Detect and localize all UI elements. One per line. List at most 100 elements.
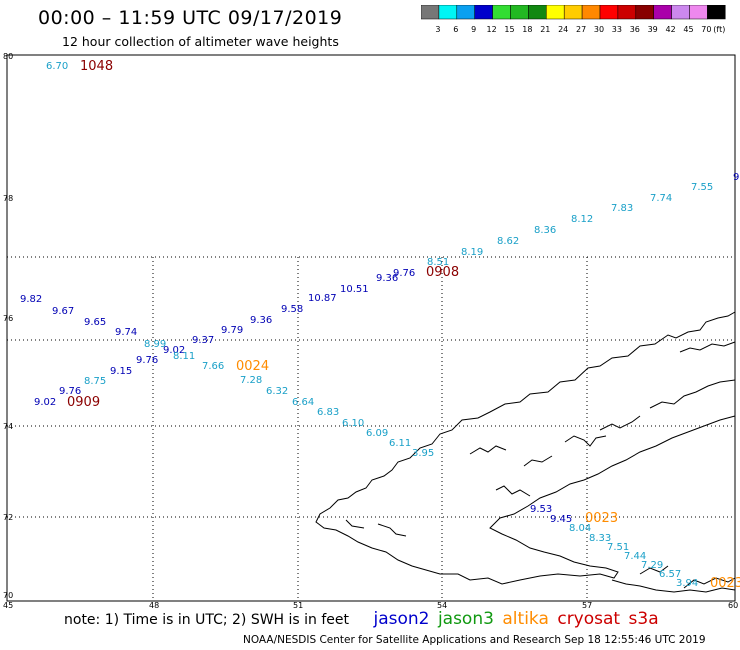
observation-value: 7.44	[624, 551, 646, 562]
legend-satellite: jason2	[373, 609, 430, 629]
time-label: 1048	[80, 59, 113, 74]
x-axis-labels: 45 48 51 54 57 60	[3, 601, 738, 610]
wave-height-colorbar: 3 6 9 12 15 18 21 24 27 30 33 36 39 42 45 70 (ft)	[421, 5, 726, 34]
time-label: 0908	[426, 265, 459, 280]
credit-line: NOAA/NESDIS Center for Satellite Applica…	[243, 634, 706, 646]
observation-value: 8.36	[534, 225, 556, 236]
observation-value: 7.51	[607, 542, 629, 553]
y-tick-label: 80	[3, 52, 13, 61]
observation-value: 9.36	[376, 273, 398, 284]
observation-value: 6.10	[342, 418, 364, 429]
observation-value: 9.67	[52, 306, 74, 317]
observation-value: 9.65	[84, 317, 106, 328]
legend-satellite: altika	[502, 609, 549, 629]
legend-row: note: 1) Time is in UTC; 2) SWH is in fe…	[64, 609, 659, 629]
observation-value: 9.45	[550, 514, 572, 525]
observation-value: 8.99	[144, 339, 166, 350]
observation-value: 3.94	[676, 578, 698, 589]
legend-note: note: 1) Time is in UTC; 2) SWH is in fe…	[64, 612, 350, 628]
colorbar-label: 42	[666, 25, 676, 34]
y-tick-label: 76	[3, 314, 13, 323]
colorbar-label: 36	[630, 25, 640, 34]
time-label: 0909	[67, 395, 100, 410]
coastline	[315, 311, 736, 593]
observation-value: 9.15	[110, 366, 132, 377]
observation-value: 9.37	[192, 335, 214, 346]
x-tick-label: 60	[728, 601, 738, 610]
observation-value: 9.79	[221, 325, 243, 336]
observation-value: 6.32	[266, 386, 288, 397]
observation-value: 9.74	[115, 327, 137, 338]
colorbar-label: 6	[453, 25, 458, 34]
observation-value: 8.11	[173, 351, 195, 362]
colorbar-swatch	[707, 5, 726, 20]
observation-value: 6.57	[659, 569, 681, 580]
observation-value: 9.53	[530, 504, 552, 515]
y-tick-label: 74	[3, 422, 13, 431]
observation-value: 6.09	[366, 428, 388, 439]
colorbar-label: (ft)	[713, 25, 725, 34]
colorbar-label: 39	[648, 25, 658, 34]
y-tick-label: 78	[3, 194, 13, 203]
x-tick-label: 51	[293, 601, 303, 610]
observation-value: 6.64	[292, 397, 314, 408]
observation-value: 9.58	[281, 304, 303, 315]
legend-satellite: cryosat	[557, 609, 621, 629]
observation-value: 8.33	[589, 533, 611, 544]
observation-value: 8.75	[84, 376, 106, 387]
observation-value: 9	[733, 172, 739, 183]
observation-value: 8.51	[427, 257, 449, 268]
observation-value: 6.83	[317, 407, 339, 418]
legend-satellite: s3a	[628, 609, 659, 629]
time-label: 0023	[710, 576, 740, 591]
y-tick-label: 72	[3, 513, 13, 522]
time-label: 0023	[585, 511, 618, 526]
observation-value: 9.36	[250, 315, 272, 326]
observation-value: 8.04	[569, 523, 591, 534]
observation-value: 7.29	[641, 560, 663, 571]
observation-value: 6.11	[389, 438, 411, 449]
colorbar-label: 70	[701, 25, 711, 34]
observation-value: 9.76	[59, 386, 81, 397]
observation-value: 7.83	[611, 203, 633, 214]
observation-value: 8.12	[571, 214, 593, 225]
y-axis-labels: 80 78 76 74 72 70	[3, 52, 13, 600]
graticule	[7, 256, 735, 601]
x-tick-label: 54	[437, 601, 447, 610]
colorbar-label: 18	[522, 25, 532, 34]
map-subtitle: 12 hour collection of altimeter wave hei…	[62, 34, 339, 49]
observation-value: 8.62	[497, 236, 519, 247]
observation-value: 7.28	[240, 375, 262, 386]
time-label: 0024	[236, 359, 269, 374]
observation-value: 9.76	[136, 355, 158, 366]
colorbar-label: 24	[558, 25, 568, 34]
colorbar-label: 9	[471, 25, 476, 34]
observation-value: 6.70	[46, 61, 68, 72]
observation-value: 9.76	[393, 268, 415, 279]
colorbar-label: 3	[435, 25, 440, 34]
colorbar-label: 45	[683, 25, 693, 34]
observation-values: 6.70 9.82 9.67 9.65 9.74 8.99 9.02 8.11 …	[20, 61, 739, 589]
time-labels: 1048 0909 0908 0024 0023 0023	[67, 59, 740, 591]
map-title: 00:00 – 11:59 UTC 09/17/2019	[38, 7, 343, 29]
observation-value: 9.02	[34, 397, 56, 408]
observation-value: 7.66	[202, 361, 224, 372]
colorbar-label: 27	[576, 25, 586, 34]
colorbar-label: 15	[504, 25, 514, 34]
legend-satellite: jason3	[437, 609, 494, 629]
y-tick-label: 70	[3, 591, 13, 600]
x-tick-label: 45	[3, 601, 13, 610]
x-tick-label: 48	[149, 601, 159, 610]
observation-value: 10.87	[308, 293, 337, 304]
observation-value: 10.51	[340, 284, 369, 295]
map-frame	[6, 54, 736, 602]
colorbar-label: 30	[594, 25, 604, 34]
colorbar-label: 33	[612, 25, 622, 34]
observation-value: 7.74	[650, 193, 672, 204]
observation-value: 3.95	[412, 448, 434, 459]
observation-value: 9.02	[163, 345, 185, 356]
colorbar-label: 12	[487, 25, 497, 34]
colorbar-label: 21	[540, 25, 550, 34]
x-tick-label: 57	[582, 601, 592, 610]
